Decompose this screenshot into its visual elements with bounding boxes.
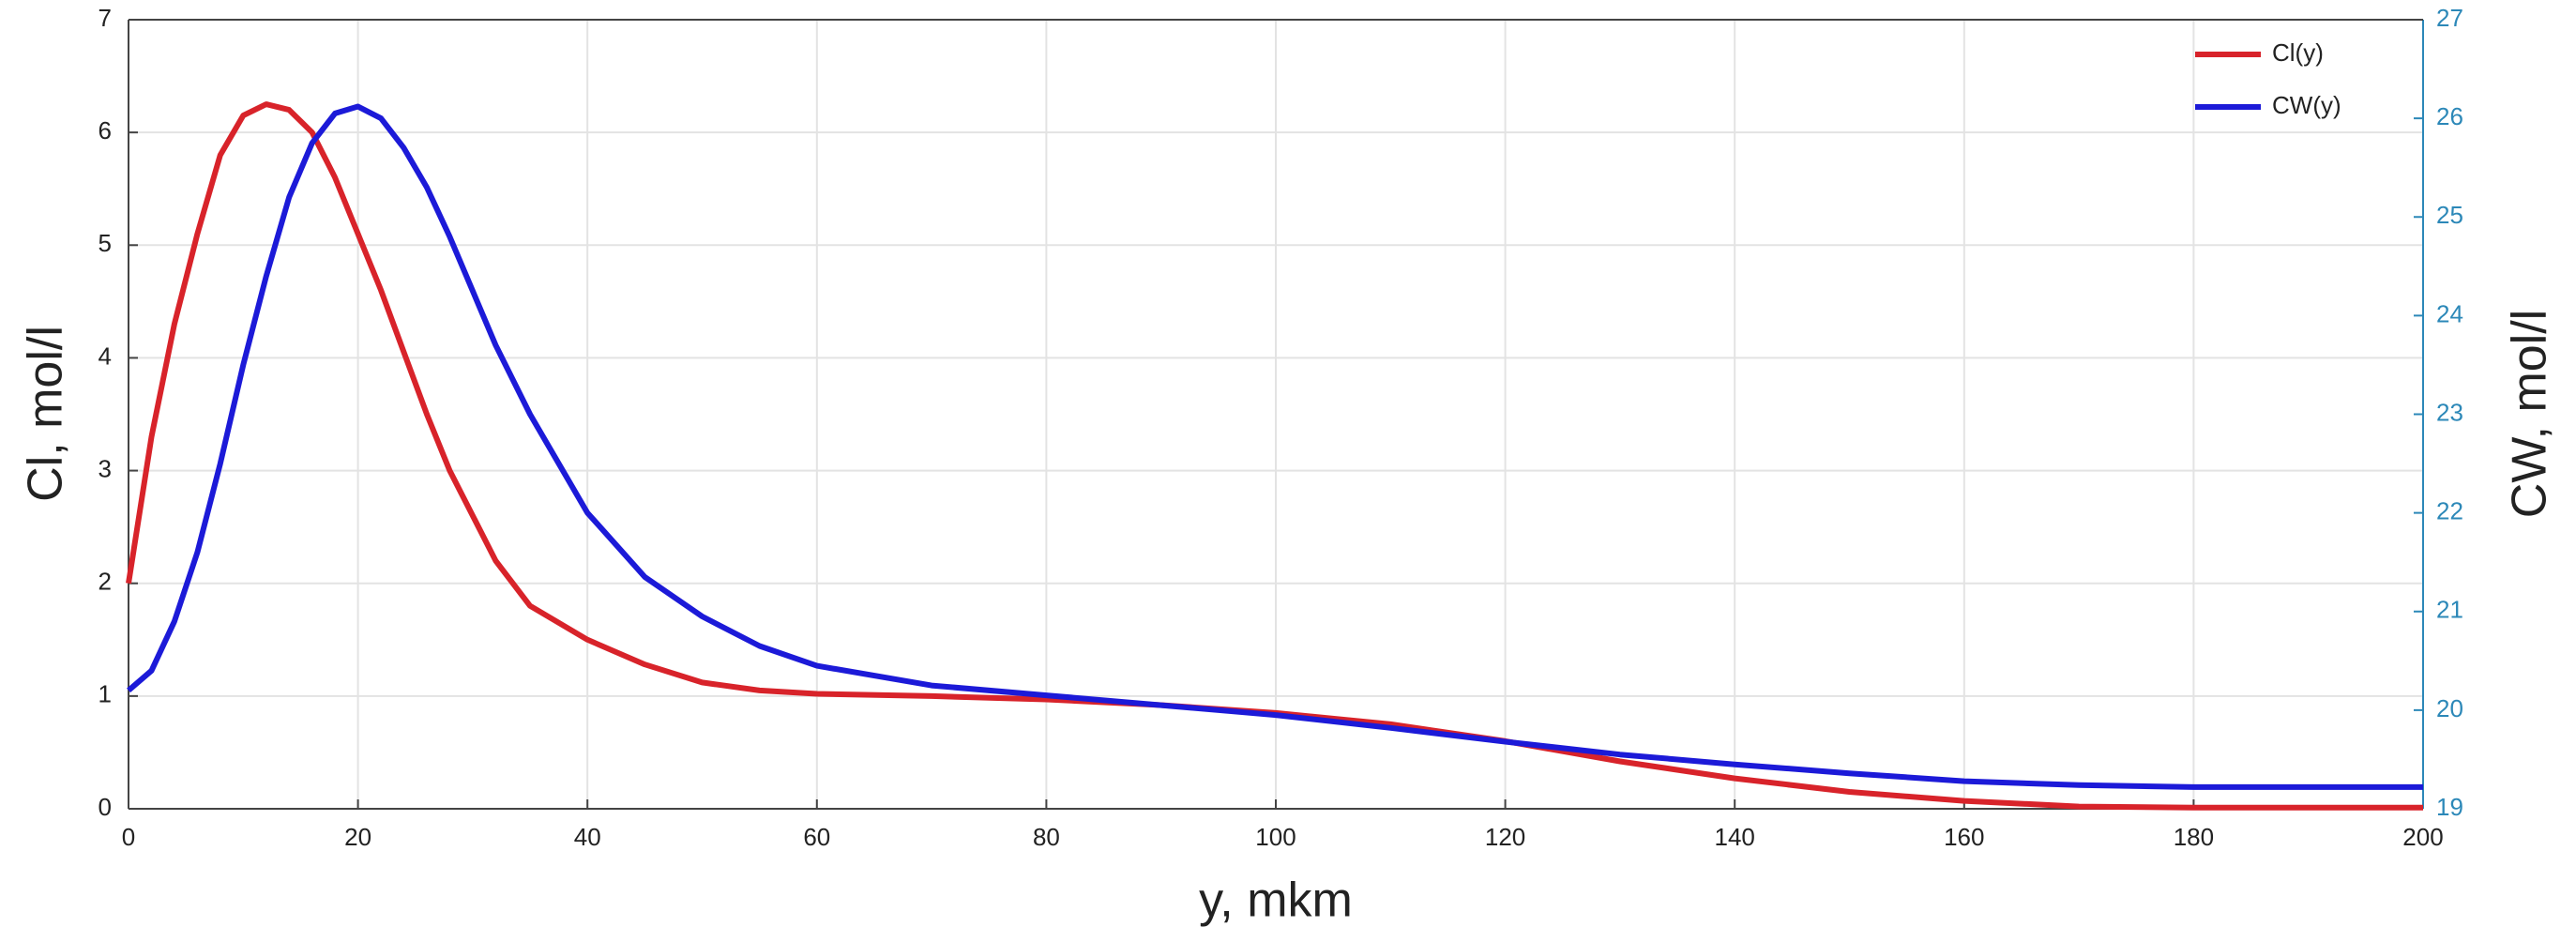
- y-tick-label: 6: [98, 116, 112, 144]
- y2-tick-label: 24: [2436, 299, 2463, 327]
- y-tick-label: 0: [98, 793, 112, 821]
- x-tick-label: 140: [1715, 823, 1755, 851]
- y2-tick-label: 26: [2436, 102, 2463, 130]
- y-tick-label: 1: [98, 680, 112, 708]
- y2-tick-label: 19: [2436, 793, 2463, 821]
- y-tick-label: 2: [98, 568, 112, 596]
- legend-label: Cl(y): [2272, 38, 2324, 67]
- x-tick-label: 100: [1255, 823, 1296, 851]
- y2-tick-label: 21: [2436, 596, 2463, 624]
- y-tick-label: 4: [98, 342, 112, 370]
- x-tick-label: 20: [344, 823, 371, 851]
- y2-axis-label: CW, mol/l: [2503, 310, 2557, 518]
- x-tick-label: 120: [1485, 823, 1525, 851]
- y2-tick-label: 27: [2436, 4, 2463, 32]
- y-axis-label: Cl, mol/l: [19, 326, 73, 502]
- y-tick-label: 5: [98, 229, 112, 257]
- y2-tick-label: 20: [2436, 694, 2463, 722]
- x-tick-label: 60: [803, 823, 830, 851]
- y2-tick-label: 22: [2436, 497, 2463, 525]
- y2-tick-label: 25: [2436, 201, 2463, 229]
- x-tick-label: 40: [574, 823, 601, 851]
- series-line: [126, 101, 2423, 811]
- x-tick-label: 200: [2402, 823, 2443, 851]
- legend-label: CW(y): [2272, 91, 2341, 119]
- x-tick-label: 180: [2174, 823, 2214, 851]
- x-tick-label: 0: [122, 823, 135, 851]
- x-axis-label: y, mkm: [1199, 874, 1353, 928]
- y-tick-label: 3: [98, 454, 112, 482]
- series-line: [127, 103, 2423, 790]
- x-tick-label: 160: [1944, 823, 1984, 851]
- x-tick-label: 80: [1033, 823, 1060, 851]
- y-tick-label: 7: [98, 4, 112, 32]
- y2-tick-label: 23: [2436, 398, 2463, 426]
